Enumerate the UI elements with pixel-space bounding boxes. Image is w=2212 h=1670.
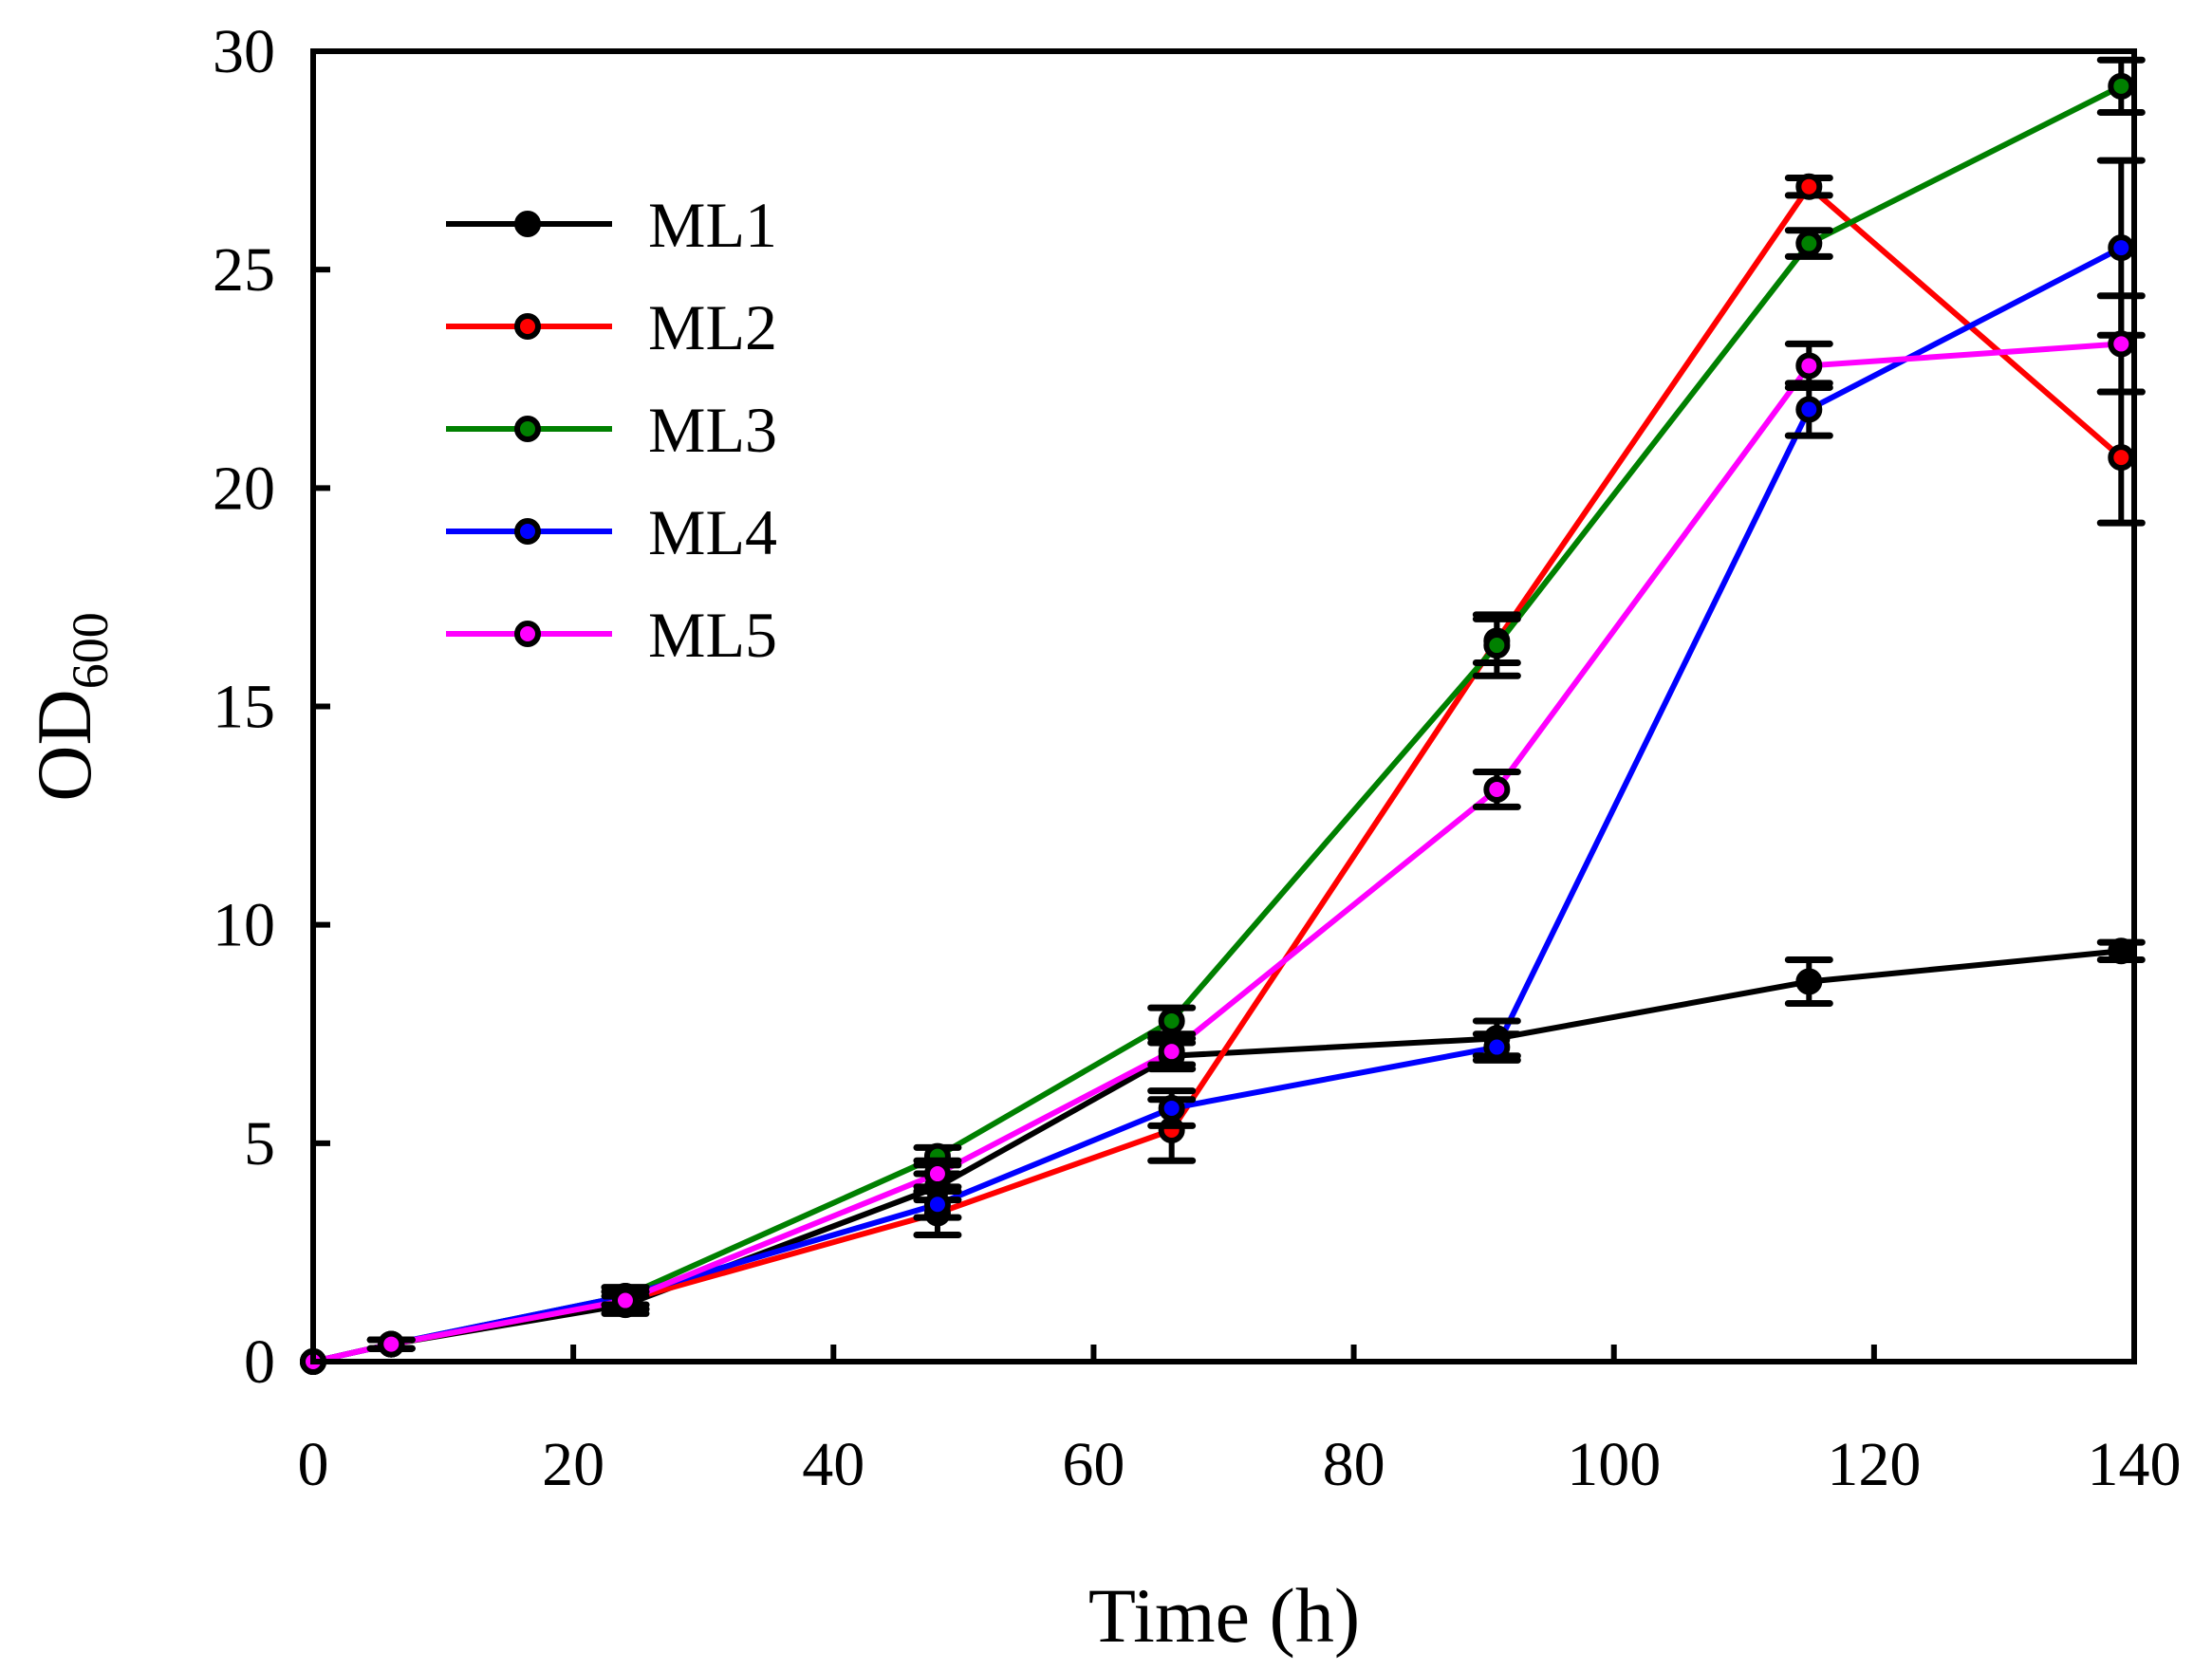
data-point-ml4 <box>923 1191 951 1218</box>
data-point-ml4 <box>1483 1033 1511 1061</box>
x-tick-label: 140 <box>2088 1430 2182 1499</box>
legend-marker-ml2 <box>514 313 541 340</box>
data-point-ml5 <box>611 1287 639 1314</box>
data-point-ml3 <box>1158 1007 1185 1034</box>
y-tick-label: 20 <box>213 454 275 523</box>
y-tick-label: 0 <box>244 1327 275 1397</box>
data-point-ml3 <box>2108 72 2135 100</box>
x-tick-label: 120 <box>1827 1430 1921 1499</box>
data-point-ml1 <box>1795 968 1823 995</box>
data-point-ml5 <box>378 1330 405 1358</box>
data-point-ml3 <box>1795 230 1823 257</box>
legend: ML1 ML2 ML3 ML4 ML5 <box>446 189 777 671</box>
data-point-ml5 <box>1483 775 1511 803</box>
x-tick-label: 20 <box>542 1430 604 1499</box>
legend-label-ml3: ML3 <box>648 394 777 466</box>
legend-marker-ml5 <box>514 621 541 647</box>
series-line-ml5 <box>312 341 2122 1364</box>
x-axis-label: Time (h) <box>1088 1572 1360 1659</box>
data-point-ml5 <box>923 1160 951 1188</box>
data-point-ml2 <box>1795 173 1823 200</box>
data-point-ml5 <box>1158 1038 1185 1066</box>
data-point-ml5 <box>1795 352 1823 380</box>
legend-label-ml5: ML5 <box>648 599 777 671</box>
y-tick-label: 5 <box>244 1109 275 1178</box>
y-tick-label: 15 <box>213 673 275 742</box>
x-tick-label: 80 <box>1323 1430 1385 1499</box>
legend-label-ml1: ML1 <box>648 189 777 261</box>
legend-label-ml2: ML2 <box>648 291 777 363</box>
x-tick-label: 40 <box>802 1430 864 1499</box>
axes: 0 20 40 60 80 100 120 140 0 5 10 15 20 25 30 <box>213 17 2182 1499</box>
data-point-ml5 <box>2108 330 2135 358</box>
y-tick-label: 25 <box>213 235 275 305</box>
plot-frame <box>310 48 2137 1364</box>
data-point-ml4 <box>1158 1095 1185 1123</box>
legend-marker-ml4 <box>514 518 541 545</box>
x-tick-label: 0 <box>298 1430 329 1499</box>
data-point-ml2 <box>2108 444 2135 472</box>
data-point-ml3 <box>1483 632 1511 659</box>
legend-label-ml4: ML4 <box>648 496 777 568</box>
legend-marker-ml3 <box>514 416 541 442</box>
series-line-ml3 <box>312 84 2123 1364</box>
legend-marker-ml1 <box>514 211 541 237</box>
x-tick-label: 100 <box>1567 1430 1661 1499</box>
data-point-ml4 <box>2108 234 2135 262</box>
data-point-ml1 <box>2108 937 2135 965</box>
y-tick-label: 10 <box>213 891 275 960</box>
series-line-ml4 <box>312 245 2123 1364</box>
plot-marks <box>300 56 2146 1375</box>
data-point-ml4 <box>1795 396 1823 423</box>
y-axis-label-subscript: 600 <box>62 612 119 689</box>
y-axis-label: OD600 <box>21 612 119 801</box>
x-tick-label: 60 <box>1062 1430 1125 1499</box>
y-tick-label: 30 <box>213 17 275 86</box>
